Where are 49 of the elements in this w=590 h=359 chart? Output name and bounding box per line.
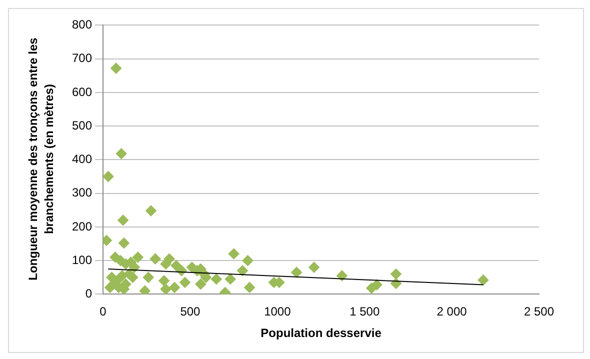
y-tick-label: 100 bbox=[72, 252, 92, 267]
point bbox=[210, 274, 222, 285]
y-tick-label: 800 bbox=[72, 18, 92, 32]
point bbox=[291, 266, 302, 278]
x-tick-label: 500 bbox=[180, 304, 201, 319]
x-axis-title: Population desservie bbox=[260, 326, 382, 340]
point bbox=[237, 265, 248, 276]
point bbox=[244, 282, 256, 293]
y-tick-label: 400 bbox=[72, 152, 92, 166]
point bbox=[132, 252, 144, 263]
point bbox=[308, 262, 320, 273]
point bbox=[336, 270, 348, 282]
point bbox=[390, 268, 402, 280]
point bbox=[158, 275, 170, 286]
point bbox=[371, 279, 382, 290]
point bbox=[139, 285, 150, 294]
point bbox=[142, 272, 154, 283]
point bbox=[160, 284, 172, 294]
x-tick-label: 1000 bbox=[264, 304, 292, 319]
y-tick-label: 700 bbox=[72, 51, 92, 66]
x-tick-label: 0 bbox=[100, 304, 107, 319]
x-tick-label: 2 000 bbox=[436, 304, 468, 319]
point bbox=[242, 255, 254, 266]
y-tick-label: 600 bbox=[72, 84, 92, 99]
y-tick-label: 200 bbox=[72, 219, 92, 234]
point bbox=[116, 148, 127, 160]
point bbox=[164, 253, 175, 264]
point bbox=[169, 282, 180, 293]
point bbox=[128, 262, 140, 273]
point bbox=[179, 276, 190, 288]
y-axis-title: Longueur moyenne des tronçons entre les branchements (en mètres) bbox=[25, 36, 57, 282]
point bbox=[118, 214, 129, 226]
point bbox=[103, 171, 114, 182]
y-tick-label: 300 bbox=[72, 186, 92, 200]
point bbox=[150, 253, 161, 264]
point bbox=[104, 282, 116, 293]
point bbox=[224, 274, 236, 285]
point bbox=[127, 272, 138, 283]
y-tick-label: 500 bbox=[72, 118, 92, 132]
point bbox=[110, 62, 122, 74]
point bbox=[170, 260, 182, 272]
point bbox=[145, 205, 156, 216]
point bbox=[118, 238, 130, 249]
y-tick-label: 0 bbox=[85, 286, 92, 301]
x-tick-label: 2 500 bbox=[524, 304, 554, 319]
point bbox=[195, 278, 206, 290]
point bbox=[478, 274, 489, 286]
x-tick-label: 1 500 bbox=[350, 304, 380, 319]
point bbox=[228, 248, 240, 260]
